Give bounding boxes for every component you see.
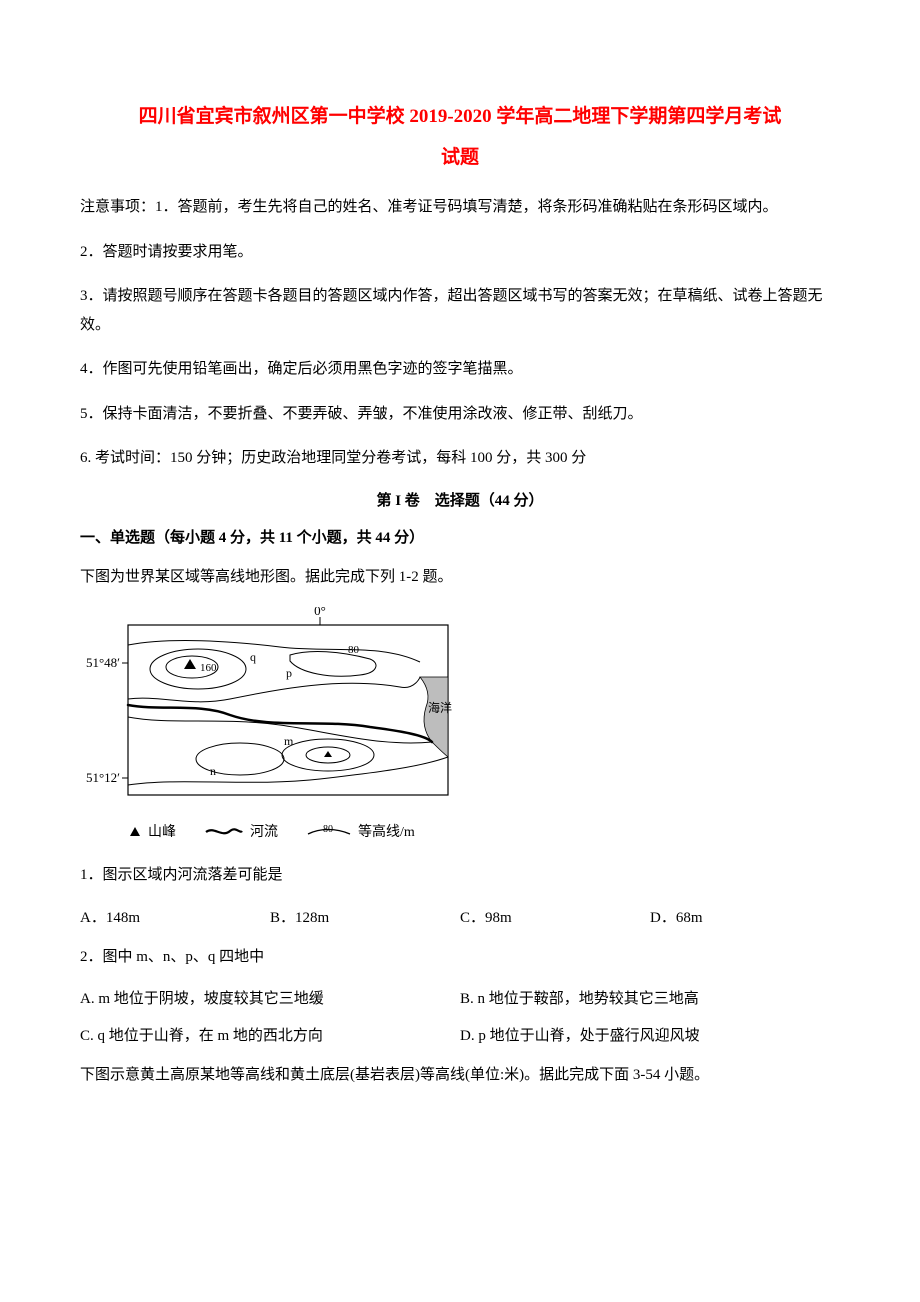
notice-1: 注意事项：1．答题前，考生先将自己的姓名、准考证号码填写清楚，将条形码准确粘贴在… xyxy=(80,193,840,222)
point-n: n xyxy=(210,764,216,778)
q1-opt-d: D．68m xyxy=(650,906,840,927)
notice-2: 2．答题时请按要求用笔。 xyxy=(80,238,840,267)
q1-opt-a: A．148m xyxy=(80,906,270,927)
point-m: m xyxy=(284,734,294,748)
svg-text:80: 80 xyxy=(323,824,333,835)
lon-label: 0° xyxy=(314,607,326,618)
contour-map-svg: 0° 51°48′ 51°12′ 海洋 160 xyxy=(80,607,460,817)
point-p: p xyxy=(286,666,292,680)
exam-title: 四川省宜宾市叙州区第一中学校 2019-2020 学年高二地理下学期第四学月考试 xyxy=(80,100,840,134)
exam-subtitle: 试题 xyxy=(80,142,840,169)
svg-text:海洋: 海洋 xyxy=(428,700,452,715)
q1-stem: 1．图示区域内河流落差可能是 xyxy=(80,861,840,890)
q2-opt-b: B. n 地位于鞍部，地势较其它三地高 xyxy=(460,987,840,1008)
notice-3: 3．请按照题号顺序在答题卡各题目的答题区域内作答，超出答题区域书写的答案无效；在… xyxy=(80,282,840,339)
notice-6: 6. 考试时间：150 分钟；历史政治地理同堂分卷考试，每科 100 分，共 3… xyxy=(80,444,840,473)
notice-5: 5．保持卡面清洁，不要折叠、不要弄破、弄皱，不准使用涂改液、修正带、刮纸刀。 xyxy=(80,400,840,429)
q1-options: A．148m B．128m C．98m D．68m xyxy=(80,906,840,927)
q2-opt-d: D. p 地位于山脊，处于盛行风迎风坡 xyxy=(460,1024,840,1045)
q2-stem: 2．图中 m、n、p、q 四地中 xyxy=(80,943,840,972)
notice-4: 4．作图可先使用铅笔画出，确定后必须用黑色字迹的签字笔描黑。 xyxy=(80,355,840,384)
legend-river: 河流 xyxy=(204,821,278,841)
intro-q12: 下图为世界某区域等高线地形图。据此完成下列 1-2 题。 xyxy=(80,563,840,592)
q2-options: A. m 地位于阴坡，坡度较其它三地缓 B. n 地位于鞍部，地势较其它三地高 … xyxy=(80,987,840,1045)
contour-80-label: 80 xyxy=(348,644,360,656)
intro-q35: 下图示意黄土高原某地等高线和黄土底层(基岩表层)等高线(单位:米)。据此完成下面… xyxy=(80,1061,840,1090)
legend-peak: 山峰 xyxy=(128,821,176,841)
q2-opt-a: A. m 地位于阴坡，坡度较其它三地缓 xyxy=(80,987,460,1008)
map-legend: 山峰 河流 80 等高线/m xyxy=(80,821,840,841)
q1-opt-c: C．98m xyxy=(460,906,650,927)
sub-heading: 一、单选题（每小题 4 分，共 11 个小题，共 44 分） xyxy=(80,526,840,547)
q1-opt-b: B．128m xyxy=(270,906,460,927)
q2-opt-c: C. q 地位于山脊，在 m 地的西北方向 xyxy=(80,1024,460,1045)
lat-top: 51°48′ xyxy=(86,655,120,670)
point-q: q xyxy=(250,650,256,664)
peak-value: 160 xyxy=(200,662,217,674)
contour-map-figure: 0° 51°48′ 51°12′ 海洋 160 xyxy=(80,607,840,841)
section-heading: 第 I 卷 选择题（44 分） xyxy=(80,489,840,510)
lat-bottom: 51°12′ xyxy=(86,770,120,785)
legend-contour: 80 等高线/m xyxy=(306,821,415,841)
